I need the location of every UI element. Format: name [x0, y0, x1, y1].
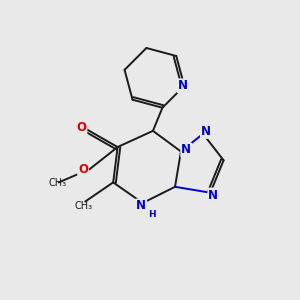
Text: N: N	[181, 143, 191, 157]
Text: O: O	[76, 122, 86, 134]
Text: CH₃: CH₃	[75, 201, 93, 211]
Text: N: N	[178, 80, 188, 92]
Text: N: N	[201, 125, 211, 138]
Text: N: N	[208, 188, 218, 202]
Text: N: N	[136, 200, 146, 212]
Text: O: O	[78, 163, 88, 176]
Text: CH₃: CH₃	[48, 178, 66, 188]
Text: H: H	[148, 210, 156, 219]
